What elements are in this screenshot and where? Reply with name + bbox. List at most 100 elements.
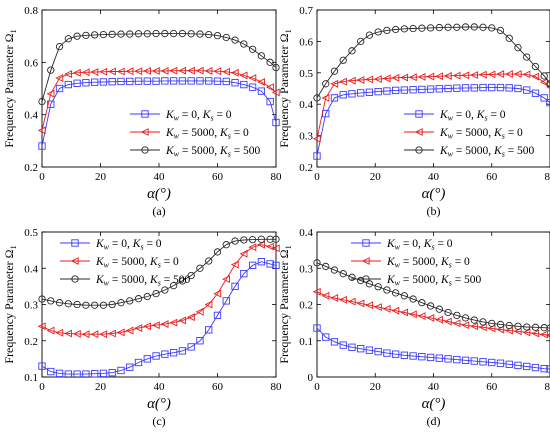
data-point xyxy=(330,338,339,346)
data-point xyxy=(357,37,365,46)
y-axis-label: Frequency Parameter Ω1 xyxy=(2,29,18,147)
legend-marker xyxy=(361,257,370,265)
data-point xyxy=(257,52,266,60)
data-point xyxy=(248,83,257,91)
data-point xyxy=(205,326,213,334)
legend-label: Kw = 5000, Ks = 0 xyxy=(95,256,179,270)
data-point xyxy=(496,83,505,92)
data-point xyxy=(444,23,452,31)
data-point xyxy=(64,329,72,338)
data-point xyxy=(152,77,160,85)
series-line xyxy=(41,238,276,306)
data-point xyxy=(478,323,487,332)
data-point xyxy=(196,30,204,38)
data-point xyxy=(417,312,426,321)
data-point xyxy=(400,292,409,300)
data-point xyxy=(99,330,108,339)
y-tick-label: 0.2 xyxy=(299,162,313,174)
data-point xyxy=(408,73,417,82)
data-point xyxy=(222,241,230,249)
data-point xyxy=(91,31,99,39)
data-point xyxy=(196,337,204,345)
data-point xyxy=(391,86,400,95)
data-point xyxy=(478,70,487,79)
data-point xyxy=(409,352,417,360)
data-point xyxy=(383,286,391,294)
data-point xyxy=(513,70,522,78)
data-point xyxy=(213,311,222,320)
data-point xyxy=(257,258,266,266)
data-point xyxy=(222,33,230,42)
series-line xyxy=(316,26,550,99)
data-point xyxy=(64,70,72,79)
data-point xyxy=(55,328,64,337)
data-point xyxy=(418,85,426,94)
data-point xyxy=(240,270,248,278)
data-point xyxy=(178,66,187,75)
data-point xyxy=(169,66,178,75)
data-point xyxy=(426,353,435,362)
data-point xyxy=(461,84,470,92)
data-point xyxy=(443,317,452,326)
data-point xyxy=(73,79,81,87)
data-point xyxy=(99,369,108,378)
data-point xyxy=(374,87,382,96)
data-point xyxy=(116,67,125,76)
x-tick-label: 60 xyxy=(212,171,224,183)
x-tick-label: 20 xyxy=(95,171,107,183)
data-point xyxy=(152,29,160,38)
data-point xyxy=(409,24,417,33)
y-axis-label: Frequency Parameter Ω1 xyxy=(2,245,18,363)
x-axis-label: α(°) xyxy=(422,186,446,202)
data-point xyxy=(152,352,160,360)
data-point xyxy=(272,118,280,127)
data-point xyxy=(143,30,151,38)
data-point xyxy=(444,355,452,363)
data-point xyxy=(231,36,239,44)
data-point xyxy=(125,326,134,335)
data-point xyxy=(231,282,239,291)
data-point xyxy=(187,77,195,85)
data-point xyxy=(178,77,187,85)
data-point xyxy=(322,333,330,341)
data-point xyxy=(418,353,426,361)
data-point xyxy=(99,78,108,86)
x-tick-label: 40 xyxy=(154,381,166,393)
data-point xyxy=(38,322,46,331)
data-point xyxy=(108,369,116,377)
data-point xyxy=(178,347,187,355)
data-point xyxy=(461,71,470,80)
data-point xyxy=(195,66,204,75)
data-point xyxy=(400,351,409,359)
data-point xyxy=(531,62,540,71)
y-tick-label: 0.7 xyxy=(299,5,313,17)
data-point xyxy=(169,77,178,85)
data-point xyxy=(38,126,46,135)
data-point xyxy=(47,100,55,108)
legend-marker xyxy=(141,110,149,118)
y-tick-label: 0.6 xyxy=(24,57,38,69)
data-point xyxy=(46,326,55,335)
data-point xyxy=(82,301,90,309)
data-point xyxy=(461,356,470,364)
data-point xyxy=(443,72,452,80)
data-point xyxy=(248,45,257,53)
data-point xyxy=(488,83,496,92)
y-tick-label: 0.2 xyxy=(299,300,313,312)
data-point xyxy=(444,308,452,317)
data-point xyxy=(257,235,266,243)
data-point xyxy=(143,292,151,301)
data-point xyxy=(99,301,108,309)
data-point xyxy=(382,74,391,83)
data-point xyxy=(365,346,374,354)
data-point xyxy=(161,77,169,85)
data-point xyxy=(205,30,213,39)
data-point xyxy=(187,343,195,351)
data-point xyxy=(505,70,513,78)
y-tick-label: 0.5 xyxy=(299,68,313,80)
data-point xyxy=(213,31,222,40)
x-tick-label: 0 xyxy=(314,171,320,183)
data-point xyxy=(108,300,116,309)
data-point xyxy=(248,235,257,244)
data-point xyxy=(126,77,134,86)
